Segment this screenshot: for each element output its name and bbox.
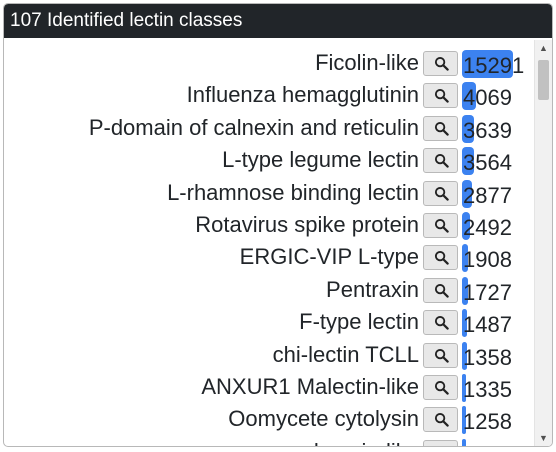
list-item: L-rhamnose binding lectin 2877: [4, 178, 534, 210]
search-icon: [434, 186, 449, 201]
lectin-class-label[interactable]: L-rhamnose binding lectin: [167, 179, 419, 205]
list-item: Rotavirus spike protein 2492: [4, 210, 534, 242]
list-item: Oomycete cytolysin 1258: [4, 404, 534, 436]
count-bar: [462, 82, 476, 111]
count-bar: [462, 244, 469, 273]
panel-title: 107 Identified lectin classes: [10, 10, 243, 31]
count-bar: [462, 438, 467, 446]
count-value: 2492: [463, 215, 512, 240]
count-value: 2877: [463, 182, 512, 208]
count-bar: [462, 406, 467, 435]
panel-header: 107 Identified lectin classes: [4, 4, 552, 38]
search-icon: [434, 56, 449, 71]
search-icon: [434, 89, 449, 104]
list-item: hevein-like 1253: [4, 437, 534, 446]
list-item: Influenza hemagglutinin 4069: [4, 80, 534, 112]
count-bar: [462, 147, 474, 176]
search-icon: [434, 121, 449, 136]
count-value: 1258: [463, 409, 512, 435]
count-value: 1335: [463, 377, 512, 402]
list-item: Pentraxin 1727: [4, 275, 534, 307]
search-icon: [434, 380, 449, 395]
vertical-scrollbar[interactable]: ▲ ▼: [534, 40, 552, 446]
list-item: ERGIC-VIP L-type 1908: [4, 242, 534, 274]
list-item: ANXUR1 Malectin-like 1335: [4, 372, 534, 404]
lectin-class-label[interactable]: ERGIC-VIP L-type: [239, 244, 419, 270]
search-button[interactable]: [423, 407, 458, 433]
search-button[interactable]: [423, 51, 458, 76]
search-button[interactable]: [423, 83, 458, 109]
scroll-down-arrow-icon[interactable]: ▼: [539, 433, 548, 443]
lectin-class-label[interactable]: F-type lectin: [299, 309, 419, 335]
search-icon: [434, 283, 449, 298]
count-value: 3639: [463, 117, 512, 143]
search-button[interactable]: [423, 439, 458, 446]
lectin-class-label[interactable]: Pentraxin: [326, 276, 419, 302]
lectin-class-label[interactable]: Rotavirus spike protein: [195, 212, 419, 237]
search-button[interactable]: [423, 342, 458, 368]
lectin-class-label[interactable]: P-domain of calnexin and reticulin: [88, 114, 419, 140]
count-value: 1253: [463, 442, 512, 446]
lectin-class-label[interactable]: hevein-like: [314, 439, 419, 446]
list-item: chi-lectin TCLL 1358: [4, 340, 534, 372]
count-value: 1358: [463, 344, 512, 370]
count-value: 1908: [463, 247, 512, 273]
count-value: 4069: [463, 85, 512, 111]
count-value: 1487: [463, 312, 512, 338]
lectin-class-label[interactable]: Influenza hemagglutinin: [186, 82, 419, 108]
list-item: L-type legume lectin 3564: [4, 145, 534, 177]
search-icon: [434, 413, 449, 428]
lectin-class-label[interactable]: Oomycete cytolysin: [228, 406, 419, 432]
count-bar: [462, 309, 467, 338]
lectin-class-label[interactable]: ANXUR1 Malectin-like: [201, 374, 419, 399]
count-bar: [462, 212, 471, 240]
list-item: F-type lectin 1487: [4, 307, 534, 339]
lectin-class-label[interactable]: L-type legume lectin: [222, 147, 419, 173]
search-icon: [434, 154, 449, 168]
lectin-classes-panel: 107 Identified lectin classes Ficolin-li…: [3, 3, 553, 447]
count-value: 15291: [463, 53, 525, 78]
search-button[interactable]: [423, 180, 458, 206]
search-button[interactable]: [423, 277, 458, 303]
count-bar: [462, 341, 467, 370]
search-button[interactable]: [423, 213, 458, 238]
count-bar: [462, 179, 472, 208]
scroll-up-arrow-icon[interactable]: ▲: [539, 43, 548, 53]
scroll-thumb[interactable]: [538, 60, 549, 100]
count-bar: [462, 50, 513, 78]
lectin-class-label[interactable]: Ficolin-like: [315, 50, 419, 75]
search-button[interactable]: [423, 375, 458, 400]
search-icon: [434, 348, 449, 363]
list-item: Ficolin-like 15291: [4, 48, 534, 80]
count-value: 3564: [463, 150, 512, 176]
search-icon: [434, 218, 449, 233]
search-button[interactable]: [423, 310, 458, 336]
search-icon: [434, 251, 449, 266]
lectin-class-label[interactable]: chi-lectin TCLL: [272, 341, 419, 367]
count-bar: [462, 374, 467, 402]
lectin-class-list: Ficolin-like 15291 Influenza hemagglutinin…: [4, 40, 534, 446]
search-icon: [438, 445, 442, 446]
count-value: 1727: [463, 279, 512, 305]
search-icon: [434, 316, 449, 330]
list-item: P-domain of calnexin and reticulin 3639: [4, 113, 534, 145]
search-button[interactable]: [423, 115, 458, 141]
search-button[interactable]: [423, 148, 458, 174]
count-bar: [462, 276, 468, 305]
count-bar: [462, 114, 475, 143]
search-button[interactable]: [423, 245, 458, 271]
